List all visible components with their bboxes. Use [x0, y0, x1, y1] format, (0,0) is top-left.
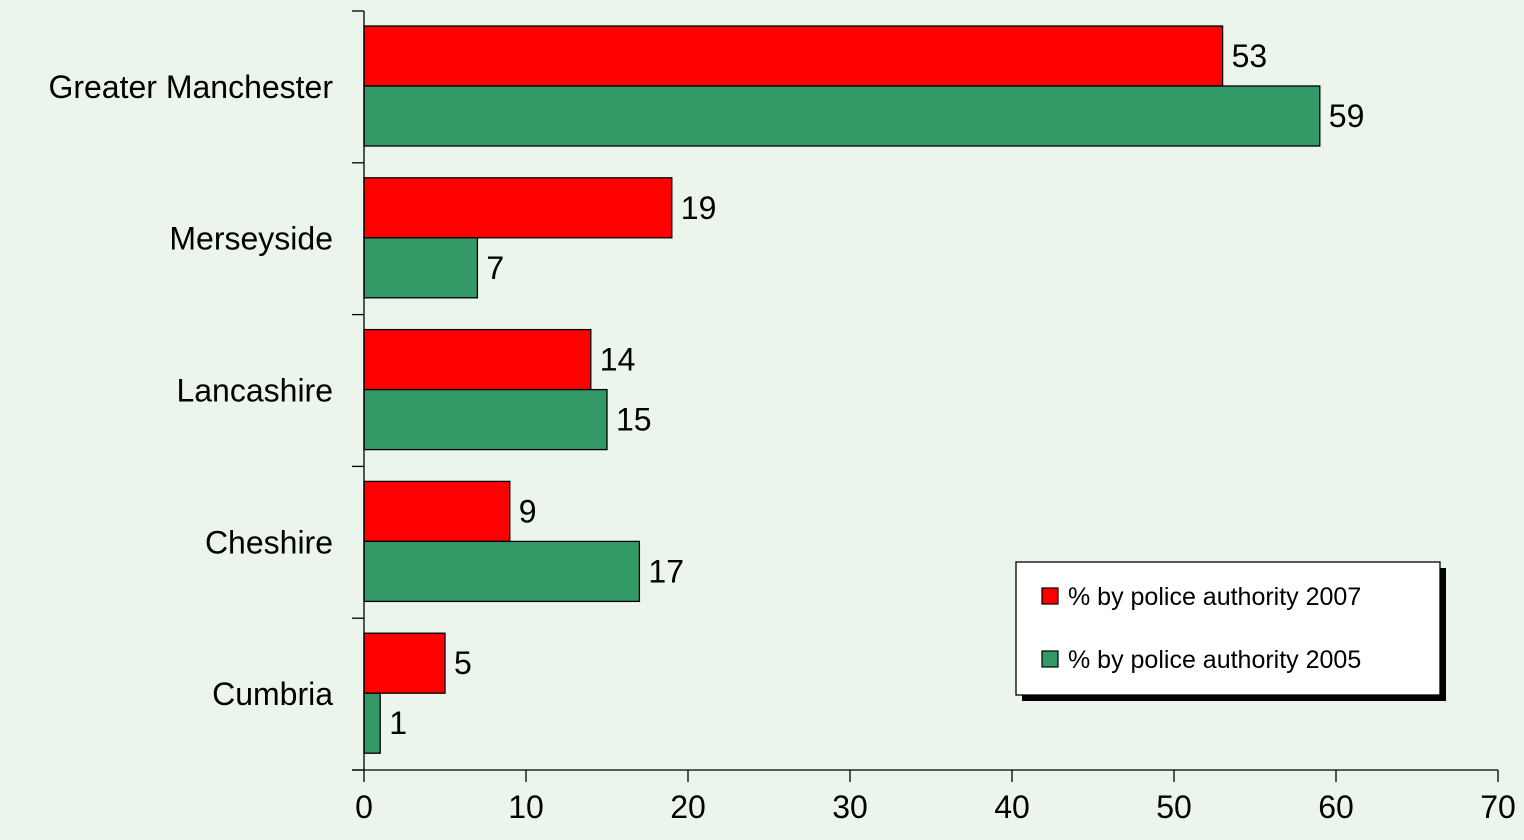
category-label-merseyside: Merseyside [169, 221, 333, 257]
bar-lancashire-2005 [363, 388, 608, 451]
x-tick-label-70: 70 [1480, 789, 1516, 825]
data-label-merseyside-2005: 7 [486, 250, 504, 286]
x-tick-label-0: 0 [355, 789, 373, 825]
bar-cumbria-2005 [363, 692, 381, 754]
category-label-lancashire: Lancashire [176, 373, 333, 409]
data-label-cheshire-2007: 9 [519, 493, 537, 529]
bar-lancashire-2007 [363, 328, 592, 391]
x-tick-label-50: 50 [1156, 789, 1192, 825]
legend-swatch-2007 [1041, 587, 1059, 605]
data-label-lancashire-2005: 15 [616, 402, 652, 438]
x-tick-label-20: 20 [670, 789, 706, 825]
category-label-cheshire: Cheshire [205, 524, 333, 560]
legend: % by police authority 2007 % by police au… [1015, 561, 1446, 701]
legend-label-2005: % by police authority 2005 [1068, 646, 1361, 674]
data-label-cumbria-2007: 5 [454, 645, 472, 681]
value-labels-layer: 53 59 19 7 14 15 9 17 5 1 [389, 38, 1364, 741]
axes-layer: Greater Manchester Merseyside Lancashire Ch… [48, 10, 1516, 825]
bar-cheshire-2005 [363, 540, 641, 603]
bar-merseyside-2005 [363, 237, 479, 299]
data-label-cumbria-2005: 1 [389, 705, 407, 741]
x-tick-label-40: 40 [994, 789, 1030, 825]
data-label-greater-manchester-2007: 53 [1232, 38, 1268, 74]
x-tick-label-60: 60 [1318, 789, 1354, 825]
data-label-merseyside-2007: 19 [681, 190, 717, 226]
bar-greater-manchester-2007 [363, 25, 1224, 87]
bar-cheshire-2007 [363, 480, 511, 543]
data-label-cheshire-2005: 17 [648, 553, 684, 589]
bar-merseyside-2007 [363, 177, 673, 239]
data-label-greater-manchester-2005: 59 [1329, 98, 1365, 134]
legend-box [1015, 561, 1441, 696]
data-label-lancashire-2007: 14 [600, 342, 636, 378]
bars-layer [363, 25, 1321, 754]
x-tick-label-30: 30 [832, 789, 868, 825]
legend-label-2007: % by police authority 2007 [1068, 583, 1361, 611]
bar-cumbria-2007 [363, 632, 446, 694]
category-label-greater-manchester: Greater Manchester [48, 69, 333, 105]
x-tick-label-10: 10 [508, 789, 544, 825]
bar-greater-manchester-2005 [363, 85, 1321, 147]
category-label-cumbria: Cumbria [212, 676, 333, 712]
legend-swatch-2005 [1041, 650, 1059, 668]
